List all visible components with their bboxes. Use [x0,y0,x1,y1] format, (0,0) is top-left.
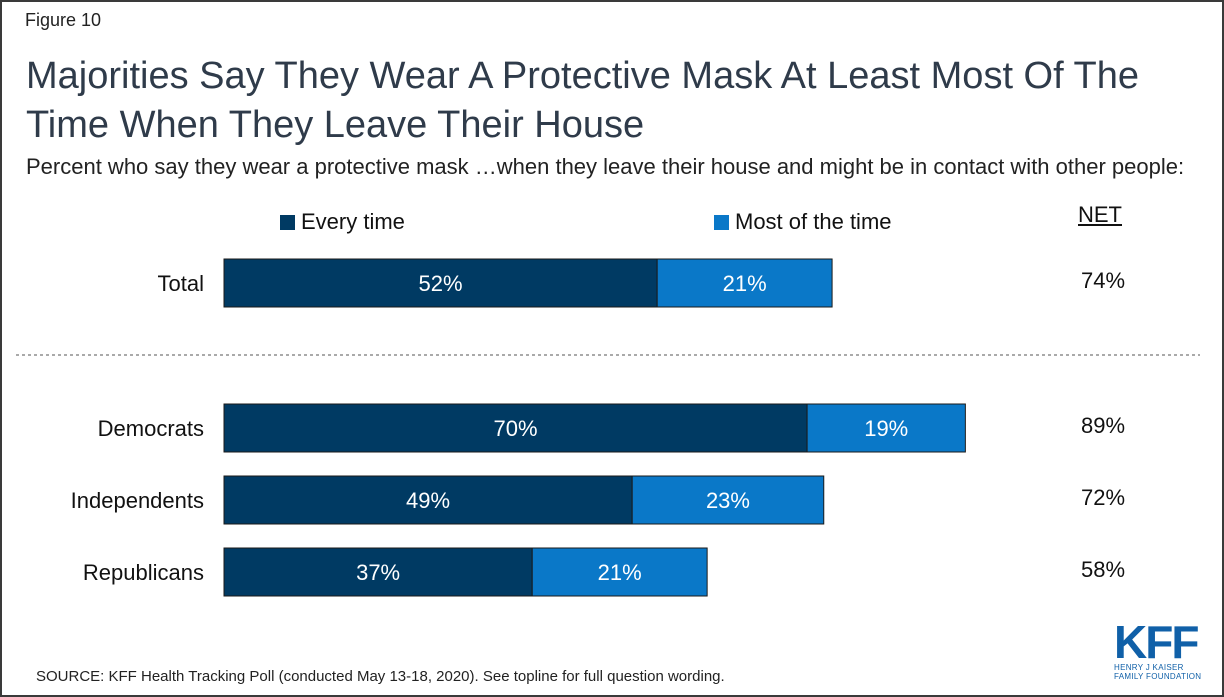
category-label-democrats: Democrats [98,416,204,441]
legend-swatch-every-time [280,214,295,230]
category-label-independents: Independents [71,488,204,513]
data-label-independents-most-of-the-time: 23% [706,488,750,513]
kff-logo: KFF HENRY J KAISER FAMILY FOUNDATION [1114,616,1206,681]
legend-label-every-time: Every time [301,209,405,234]
legend-label-most-of-the-time: Most of the time [735,209,892,234]
bar-total-every-time [223,258,658,308]
category-label-total: Total [158,271,204,296]
category-label-republicans: Republicans [83,560,204,585]
legend-item-most-of-the-time: Most of the time [714,209,892,235]
bar-republicans-every-time [223,547,533,597]
bar-total-most-of-the-time [656,258,833,308]
bar-democrats-most-of-the-time [806,403,966,453]
figure-label: Figure 10 [25,10,102,30]
data-label-total-every-time: 52% [419,271,463,296]
data-label-democrats-most-of-the-time: 19% [864,416,908,441]
bar-independents-most-of-the-time [631,475,825,525]
data-label-independents-every-time: 49% [406,488,450,513]
net-header: NET [1078,202,1122,227]
net-value-democrats: 89% [1081,413,1125,438]
kff-logo-mark: KFF [1114,616,1199,668]
data-label-republicans-most-of-the-time: 21% [598,560,642,585]
net-value-total: 74% [1081,268,1125,293]
kff-logo-line2: FAMILY FOUNDATION [1114,672,1202,681]
legend-swatch-most-of-the-time [714,214,729,230]
bar-republicans-most-of-the-time [531,547,708,597]
chart-title: Majorities Say They Wear A Protective Ma… [26,55,1140,146]
kff-logo-line1: HENRY J KAISER [1114,663,1184,672]
bar-democrats-every-time [223,403,808,453]
chart-subtitle: Percent who say they wear a protective m… [26,154,1185,179]
legend-item-every-time: Every time [280,209,405,235]
bar-independents-every-time [223,475,633,525]
data-label-republicans-every-time: 37% [356,560,400,585]
net-value-independents: 72% [1081,485,1125,510]
data-label-democrats-every-time: 70% [494,416,538,441]
source-note: SOURCE: KFF Health Tracking Poll (conduc… [36,668,725,685]
data-label-total-most-of-the-time: 21% [723,271,767,296]
net-value-republicans: 58% [1081,557,1125,582]
